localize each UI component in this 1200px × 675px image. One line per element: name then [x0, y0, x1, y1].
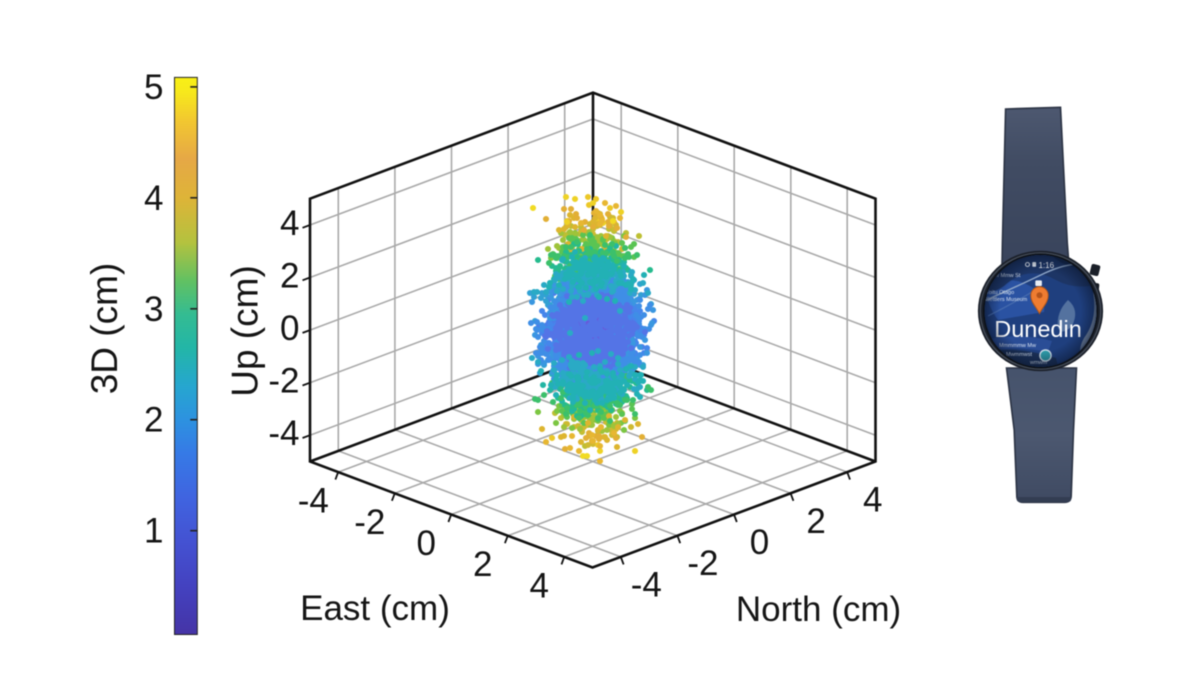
svg-text:-2: -2	[268, 362, 299, 401]
svg-text:4: 4	[144, 179, 163, 218]
svg-text:2: 2	[144, 401, 163, 440]
svg-text:-2: -2	[687, 544, 718, 583]
svg-text:0: 0	[280, 309, 299, 348]
svg-text:1: 1	[144, 512, 163, 551]
svg-text:-4: -4	[298, 482, 329, 521]
svg-text:0: 0	[750, 523, 769, 562]
svg-text:4: 4	[280, 204, 299, 243]
svg-text:-4: -4	[631, 565, 662, 604]
svg-text:4: 4	[530, 566, 549, 605]
svg-text:4: 4	[863, 481, 882, 520]
svg-text:North (cm): North (cm)	[736, 590, 901, 629]
svg-text:5: 5	[144, 68, 163, 107]
svg-text:2: 2	[280, 257, 299, 296]
svg-text:-2: -2	[354, 503, 385, 542]
svg-text:Up (cm): Up (cm)	[224, 265, 265, 397]
svg-text:2: 2	[473, 545, 492, 584]
svg-text:3D (cm): 3D (cm)	[84, 263, 125, 395]
svg-text:-4: -4	[268, 414, 299, 453]
svg-text:2: 2	[806, 502, 825, 541]
svg-text:3: 3	[144, 290, 163, 329]
svg-text:East (cm): East (cm)	[300, 589, 450, 628]
svg-text:0: 0	[417, 524, 436, 563]
